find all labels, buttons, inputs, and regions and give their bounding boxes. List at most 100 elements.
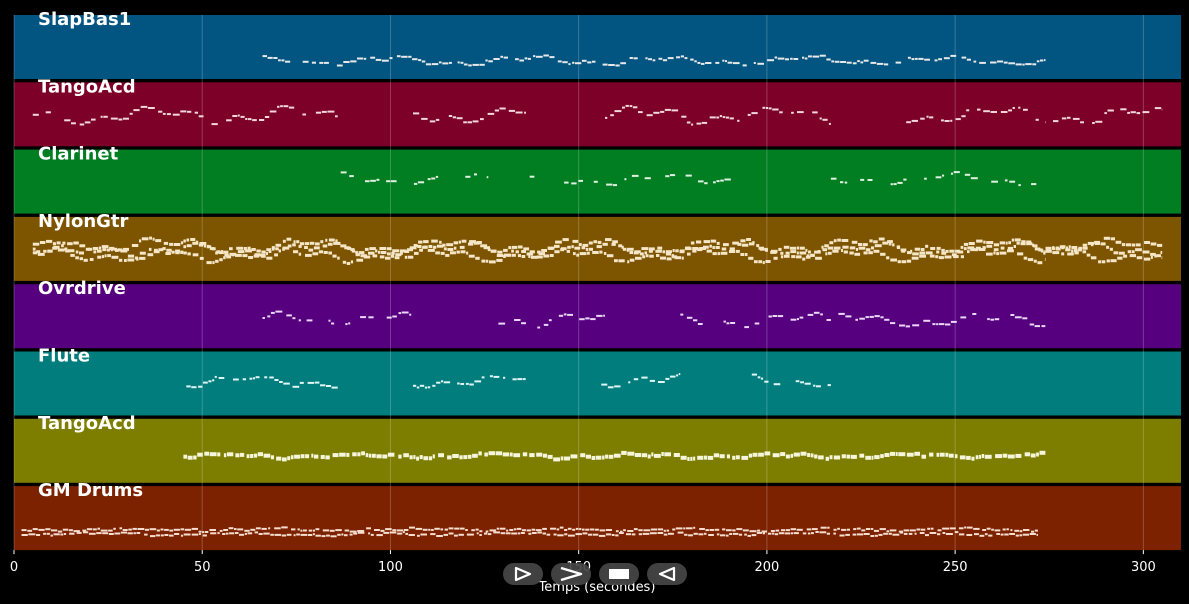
note xyxy=(918,57,924,60)
note xyxy=(645,57,648,60)
note xyxy=(800,451,807,456)
note xyxy=(1154,254,1157,258)
note xyxy=(335,529,342,532)
note xyxy=(368,251,375,255)
note xyxy=(623,529,626,532)
note xyxy=(21,534,28,536)
note xyxy=(369,247,376,251)
note xyxy=(508,246,512,250)
note xyxy=(991,528,994,531)
note xyxy=(413,112,420,115)
stop-button[interactable] xyxy=(599,563,639,585)
note xyxy=(396,55,401,58)
note xyxy=(71,122,76,125)
note xyxy=(343,61,350,63)
note xyxy=(273,57,278,59)
note xyxy=(380,251,387,254)
note xyxy=(543,54,549,57)
note xyxy=(905,325,910,328)
note xyxy=(144,528,149,531)
note xyxy=(493,531,500,534)
note xyxy=(967,246,975,250)
note xyxy=(102,248,107,252)
note xyxy=(1034,247,1041,251)
note xyxy=(223,453,227,458)
note xyxy=(223,529,228,531)
note xyxy=(1103,236,1110,240)
note xyxy=(858,243,863,246)
note xyxy=(666,529,670,532)
note xyxy=(741,243,749,247)
note xyxy=(292,385,300,388)
note xyxy=(133,532,136,535)
note xyxy=(941,251,947,255)
forward-button[interactable] xyxy=(551,563,591,585)
note xyxy=(937,529,942,532)
note xyxy=(419,248,423,252)
note xyxy=(993,243,1000,247)
note xyxy=(486,176,489,179)
note xyxy=(1095,120,1103,123)
note xyxy=(988,534,993,537)
back-icon xyxy=(658,567,676,581)
note xyxy=(802,257,806,261)
note xyxy=(778,247,782,251)
note xyxy=(929,452,934,457)
note xyxy=(691,123,694,126)
note xyxy=(1007,454,1015,459)
note xyxy=(87,247,93,251)
note xyxy=(319,61,324,64)
note xyxy=(1143,257,1151,261)
note xyxy=(386,316,392,319)
back-button[interactable] xyxy=(647,563,687,585)
note xyxy=(244,532,247,535)
note xyxy=(983,110,990,113)
note xyxy=(346,262,351,265)
note xyxy=(874,455,880,460)
note xyxy=(1052,246,1055,250)
note xyxy=(374,529,380,531)
note xyxy=(76,531,82,534)
note xyxy=(945,249,949,253)
note xyxy=(942,174,945,177)
note xyxy=(127,258,135,262)
note xyxy=(754,260,758,264)
play-button[interactable] xyxy=(503,563,543,585)
note xyxy=(906,121,911,124)
note xyxy=(191,386,197,389)
note xyxy=(633,57,638,60)
track-2 xyxy=(14,149,1181,214)
note xyxy=(93,250,97,254)
note xyxy=(680,313,684,316)
note xyxy=(1030,453,1036,458)
note xyxy=(224,253,229,257)
note xyxy=(773,383,781,386)
note xyxy=(982,246,986,250)
note xyxy=(747,534,751,537)
note xyxy=(649,379,655,382)
note xyxy=(108,529,113,532)
note xyxy=(882,241,888,245)
note xyxy=(888,532,892,535)
note xyxy=(342,260,347,264)
note xyxy=(740,253,744,256)
note xyxy=(375,58,382,61)
note xyxy=(810,453,814,458)
note xyxy=(948,453,954,458)
note xyxy=(709,116,716,119)
note xyxy=(235,253,242,257)
note xyxy=(562,61,568,64)
note xyxy=(268,527,271,530)
note xyxy=(564,529,568,531)
note xyxy=(585,454,591,459)
note xyxy=(275,243,282,247)
note xyxy=(484,532,488,535)
note xyxy=(296,533,300,536)
note xyxy=(797,111,804,114)
track-label: Ovrdrive xyxy=(38,278,126,299)
note xyxy=(440,251,445,255)
note xyxy=(438,61,442,64)
note xyxy=(274,533,282,536)
note xyxy=(842,245,849,249)
note xyxy=(914,247,921,251)
